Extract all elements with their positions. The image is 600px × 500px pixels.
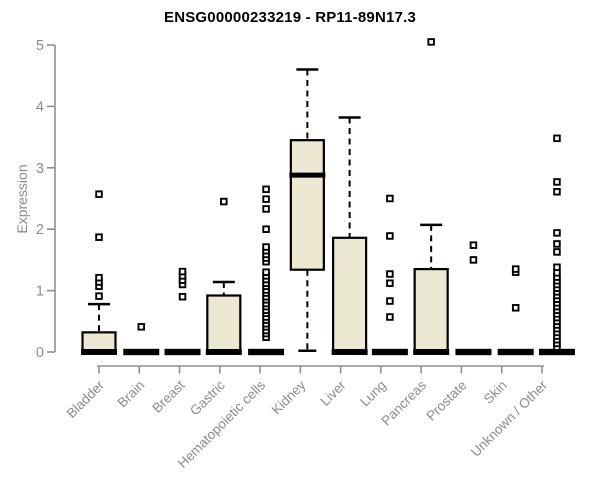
x-tick-label-pancreas: Pancreas bbox=[378, 377, 429, 428]
flat-box-unknown-other bbox=[538, 348, 575, 356]
outlier-hematopoietic-cells bbox=[262, 225, 270, 233]
outlier-bladder bbox=[95, 190, 103, 198]
flat-box-skin bbox=[497, 348, 534, 356]
outlier-unknown-other bbox=[553, 240, 561, 248]
outlier-breast bbox=[178, 267, 187, 276]
y-tick-label-1: 1 bbox=[36, 284, 44, 300]
box-liver bbox=[332, 236, 368, 354]
x-tick-label-unknown-other: Unknown / Other bbox=[468, 377, 551, 460]
y-tick-label-0: 0 bbox=[36, 345, 44, 361]
flat-box-hematopoietic-cells bbox=[248, 348, 285, 356]
box-kidney bbox=[289, 139, 325, 271]
outlier-bladder bbox=[95, 273, 103, 282]
outlier-brain bbox=[137, 323, 146, 331]
outlier-hematopoietic-cells bbox=[262, 205, 270, 213]
x-tick-label-liver: Liver bbox=[317, 377, 349, 409]
outlier-unknown-other bbox=[553, 134, 561, 143]
outlier-hematopoietic-cells bbox=[262, 243, 270, 251]
y-tick-label-2: 2 bbox=[36, 222, 44, 238]
outlier-lung bbox=[386, 232, 394, 240]
flat-box-prostate bbox=[455, 348, 492, 356]
outlier-hematopoietic-cells bbox=[262, 268, 270, 276]
x-tick-label-breast: Breast bbox=[149, 377, 187, 415]
y-tick-label-5: 5 bbox=[36, 38, 44, 54]
box-gastric bbox=[206, 294, 242, 354]
flat-box-breast bbox=[164, 348, 201, 356]
x-tick-label-prostate: Prostate bbox=[423, 378, 469, 424]
box-pancreas bbox=[413, 268, 449, 354]
outlier-hematopoietic-cells bbox=[262, 195, 270, 203]
outlier-unknown-other bbox=[553, 178, 561, 186]
outlier-hematopoietic-cells bbox=[262, 185, 270, 194]
outlier-pancreas bbox=[427, 38, 435, 46]
flat-box-brain bbox=[123, 348, 160, 356]
outlier-lung bbox=[386, 297, 394, 305]
outlier-gastric bbox=[220, 197, 228, 206]
x-tick-label-skin: Skin bbox=[481, 378, 510, 407]
y-tick-label-4: 4 bbox=[36, 99, 44, 115]
x-tick-label-brain: Brain bbox=[114, 378, 147, 411]
outlier-lung bbox=[386, 313, 394, 321]
flat-box-lung bbox=[371, 348, 408, 356]
outlier-bladder bbox=[95, 233, 103, 241]
outlier-skin bbox=[511, 265, 520, 273]
outlier-unknown-other bbox=[553, 187, 561, 196]
chart-title: ENSG00000233219 - RP11-89N17.3 bbox=[163, 9, 416, 26]
outlier-prostate bbox=[469, 256, 478, 264]
x-tick-label-bladder: Bladder bbox=[64, 377, 108, 421]
x-tick-label-lung: Lung bbox=[357, 378, 389, 410]
outlier-unknown-other bbox=[553, 229, 561, 237]
outlier-lung bbox=[386, 270, 394, 278]
outlier-unknown-other bbox=[553, 263, 561, 272]
outlier-bladder bbox=[95, 292, 103, 300]
x-tick-label-kidney: Kidney bbox=[269, 377, 309, 417]
outlier-prostate bbox=[469, 241, 478, 249]
y-tick-label-3: 3 bbox=[36, 161, 44, 177]
outlier-unknown-other bbox=[553, 248, 561, 256]
outlier-breast bbox=[178, 292, 187, 301]
outlier-lung bbox=[386, 279, 394, 287]
outlier-skin bbox=[511, 304, 520, 312]
outlier-lung bbox=[386, 194, 394, 203]
